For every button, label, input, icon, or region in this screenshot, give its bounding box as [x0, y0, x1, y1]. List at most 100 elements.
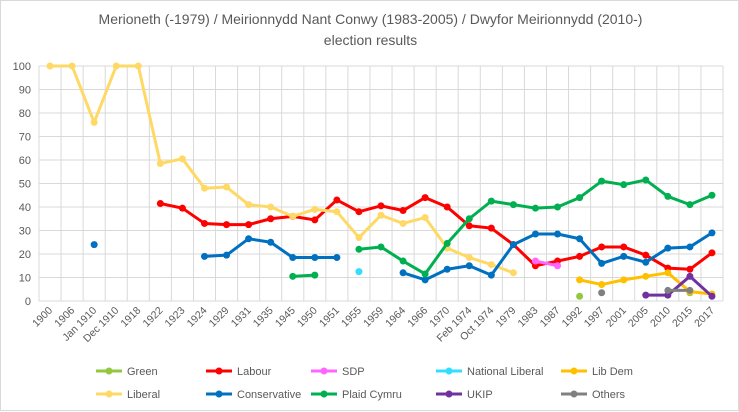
x-tick-label: 1964	[383, 305, 408, 330]
data-point-conservative	[686, 243, 694, 251]
legend-label: Labour	[237, 366, 272, 378]
x-tick-label: 1997	[582, 305, 607, 330]
data-point-labour	[443, 203, 451, 211]
legend-label: SDP	[342, 366, 365, 378]
x-tick-label: 1924	[185, 305, 210, 330]
data-point-liberal	[200, 184, 208, 192]
data-point-ukip	[708, 292, 716, 300]
y-tick-label: 50	[19, 179, 31, 191]
series-line-sdp	[535, 259, 558, 268]
data-point-liberal	[267, 203, 275, 211]
x-tick-label: 2001	[604, 305, 629, 330]
data-point-labour	[156, 199, 164, 207]
x-tick-label: 1929	[207, 305, 232, 330]
legend-swatch-marker	[105, 367, 113, 375]
y-tick-label: 60	[19, 155, 31, 167]
data-point-liberal	[178, 155, 186, 163]
data-point-plaid-cymru	[509, 201, 517, 209]
x-tick-label: 1966	[405, 305, 430, 330]
data-point-labour	[421, 194, 429, 202]
data-point-conservative	[620, 252, 628, 260]
legend-label: Plaid Cymru	[342, 389, 402, 401]
data-point-plaid-cymru	[311, 271, 319, 279]
data-point-others	[686, 286, 694, 294]
data-point-liberal	[289, 212, 297, 220]
data-point-lib-dem	[642, 272, 650, 280]
data-point-liberal	[223, 183, 231, 191]
data-point-plaid-cymru	[289, 272, 297, 280]
legend-label: Green	[127, 366, 158, 378]
legend-swatch-marker	[445, 367, 453, 375]
data-point-lib-dem	[620, 276, 628, 284]
x-tick-label: 1951	[317, 305, 342, 330]
y-tick-label: 70	[19, 132, 31, 144]
data-point-ukip	[686, 272, 694, 280]
x-tick-label: 1992	[560, 305, 585, 330]
data-point-sdp	[531, 257, 539, 265]
data-point-conservative	[598, 259, 606, 267]
data-point-conservative	[554, 230, 562, 238]
data-point-labour	[598, 243, 606, 251]
y-tick-label: 40	[19, 202, 31, 214]
x-tick-label: 1959	[361, 305, 386, 330]
legend-label: Liberal	[127, 389, 160, 401]
data-point-labour	[620, 243, 628, 251]
data-point-plaid-cymru	[487, 197, 495, 205]
data-point-liberal	[487, 261, 495, 269]
x-tick-label: 1945	[273, 305, 298, 330]
data-point-plaid-cymru	[421, 270, 429, 278]
data-point-liberal	[421, 214, 429, 222]
data-point-labour	[178, 204, 186, 212]
data-point-liberal	[156, 160, 164, 168]
data-point-conservative	[509, 241, 517, 249]
y-tick-label: 100	[13, 61, 31, 73]
chart-title: Merioneth (-1979) / Meirionnydd Nant Con…	[98, 11, 643, 27]
legend-swatch-marker	[445, 390, 453, 398]
x-tick-label: 2005	[626, 305, 651, 330]
data-point-conservative	[708, 229, 716, 237]
x-tick-label: 1955	[339, 305, 364, 330]
data-point-labour	[377, 202, 385, 210]
data-point-conservative	[289, 254, 297, 262]
x-tick-label: 1923	[163, 305, 188, 330]
x-tick-label: 2010	[648, 305, 673, 330]
legend-label: Conservative	[237, 389, 301, 401]
data-point-labour	[708, 249, 716, 257]
data-point-conservative	[443, 265, 451, 273]
data-point-conservative	[465, 262, 473, 270]
data-point-plaid-cymru	[554, 203, 562, 211]
data-point-green	[576, 292, 584, 300]
data-point-plaid-cymru	[576, 194, 584, 202]
data-point-liberal	[333, 208, 341, 216]
legend-label: Lib Dem	[592, 366, 633, 378]
data-point-plaid-cymru	[686, 201, 694, 209]
data-point-plaid-cymru	[377, 243, 385, 251]
data-point-labour	[465, 222, 473, 230]
data-point-labour	[311, 216, 319, 224]
x-tick-label: 1900	[30, 305, 55, 330]
data-point-labour	[399, 207, 407, 215]
data-point-labour	[576, 252, 584, 260]
data-point-conservative	[90, 241, 98, 249]
data-point-labour	[487, 224, 495, 232]
legend-swatch-marker	[570, 390, 578, 398]
data-point-liberal	[399, 219, 407, 227]
data-point-conservative	[311, 254, 319, 262]
data-point-plaid-cymru	[664, 192, 672, 200]
legend-swatch-marker	[215, 367, 223, 375]
data-point-liberal	[68, 62, 76, 70]
y-tick-label: 10	[19, 273, 31, 285]
data-point-liberal	[355, 234, 363, 242]
data-point-plaid-cymru	[642, 176, 650, 184]
legend-label: Others	[592, 389, 626, 401]
x-tick-label: 2017	[692, 305, 717, 330]
data-point-lib-dem	[598, 281, 606, 289]
x-tick-label: 1918	[118, 305, 143, 330]
x-tick-label: 1950	[295, 305, 320, 330]
data-point-lib-dem	[576, 276, 584, 284]
data-point-plaid-cymru	[708, 191, 716, 199]
y-tick-label: 20	[19, 249, 31, 261]
data-point-ukip	[642, 291, 650, 299]
data-point-conservative	[223, 251, 231, 259]
